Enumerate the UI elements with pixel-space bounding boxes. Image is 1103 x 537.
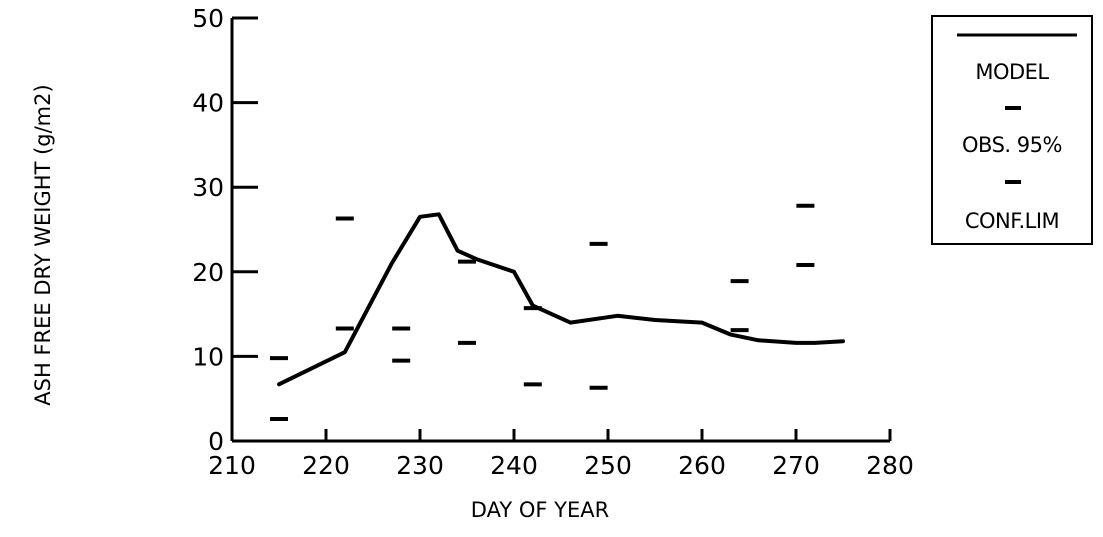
obs-markers <box>270 203 815 422</box>
x-tick-label: 230 <box>396 451 444 480</box>
legend-obs-label: OBS. 95% <box>962 133 1062 157</box>
x-tick-label: 270 <box>772 451 820 480</box>
x-tick-label: 280 <box>866 451 914 480</box>
x-axis-title: DAY OF YEAR <box>471 498 609 522</box>
axes <box>230 18 890 443</box>
x-tick-label: 220 <box>302 451 350 480</box>
x-tick-label: 240 <box>490 451 538 480</box>
x-ticks: 210 220 230 240 250 260 270 280 <box>208 429 914 480</box>
y-tick-label: 50 <box>192 4 224 33</box>
model-line <box>277 212 845 387</box>
y-tick-label: 40 <box>192 89 224 118</box>
legend-box <box>931 15 1093 245</box>
y-ticks: 0 10 20 30 40 50 <box>192 4 258 456</box>
x-tick-label: 260 <box>678 451 726 480</box>
x-tick-label: 250 <box>584 451 632 480</box>
y-tick-label: 20 <box>192 258 224 287</box>
y-tick-label: 0 <box>208 427 224 456</box>
legend-model-label: MODEL <box>975 60 1049 84</box>
y-axis-title: ASH FREE DRY WEIGHT (g/m2) <box>31 84 55 405</box>
legend: MODEL OBS. 95% CONF.LIM <box>931 15 1093 245</box>
legend-conf-label: CONF.LIM <box>965 209 1059 233</box>
y-tick-label: 30 <box>192 173 224 202</box>
y-tick-label: 10 <box>192 342 224 371</box>
x-tick-label: 210 <box>208 451 256 480</box>
